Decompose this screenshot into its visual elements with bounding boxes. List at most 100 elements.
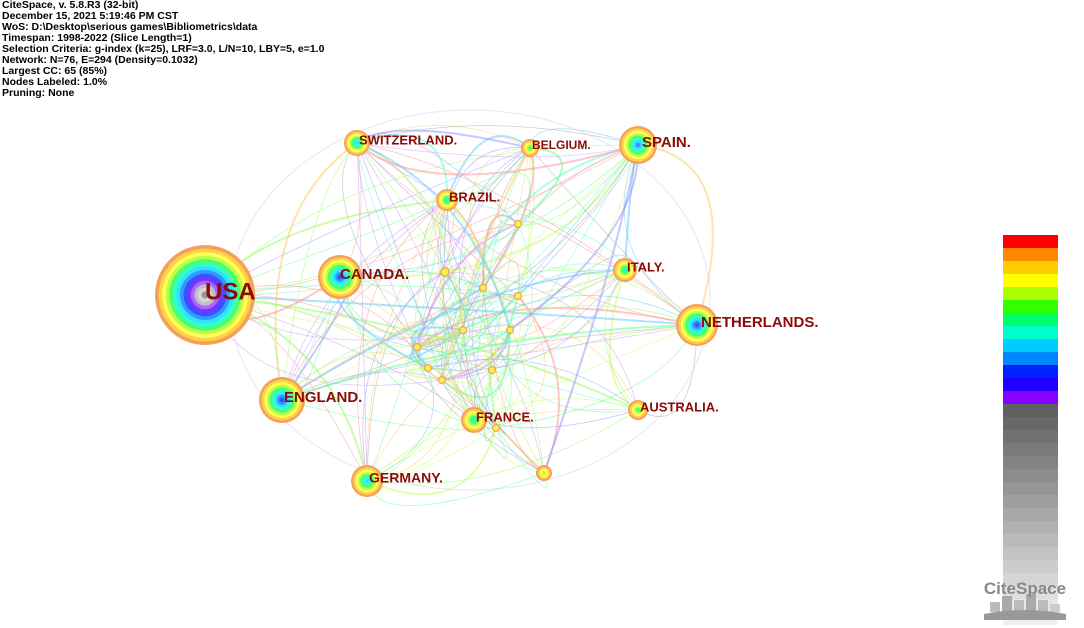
edge xyxy=(637,144,714,326)
edge xyxy=(470,147,531,289)
node-ring xyxy=(517,295,519,297)
edge xyxy=(354,141,448,201)
edge xyxy=(356,142,493,371)
nodes: USA CANADA. SWITZERLAND. BELGIUM. SPAIN. BRAZ… xyxy=(155,126,819,497)
edge xyxy=(441,379,507,435)
node-ring xyxy=(542,471,546,475)
edge xyxy=(441,379,503,429)
edge xyxy=(427,269,626,371)
edge xyxy=(357,199,448,482)
header-line: Timespan: 1998-2022 (Slice Length=1) xyxy=(2,32,192,44)
node-ring xyxy=(441,379,443,381)
edge xyxy=(462,269,626,332)
edge xyxy=(427,271,469,369)
node-ring xyxy=(364,478,370,484)
logo-bar xyxy=(1014,600,1024,612)
edge xyxy=(495,295,546,429)
edge xyxy=(482,287,639,413)
edge xyxy=(356,142,639,158)
header-line: Largest CC: 65 (85%) xyxy=(2,65,108,77)
edge xyxy=(446,199,626,271)
edge xyxy=(446,171,530,225)
logo-bar xyxy=(1038,600,1048,612)
edge xyxy=(204,294,698,326)
legend-swatch xyxy=(1003,235,1058,248)
node-label: NETHERLANDS. xyxy=(701,314,819,331)
node-ring xyxy=(443,270,447,274)
node-label: SWITZERLAND. xyxy=(359,132,457,147)
legend-swatch xyxy=(1003,365,1058,378)
legend-swatch xyxy=(1003,300,1058,313)
edge xyxy=(462,144,639,331)
edge xyxy=(482,147,535,289)
edge xyxy=(421,199,475,421)
edge xyxy=(462,295,698,331)
node-ring xyxy=(471,417,477,423)
legend-swatch xyxy=(1003,534,1058,547)
legend-swatch xyxy=(1003,391,1058,404)
node-ring xyxy=(416,346,418,348)
legend-swatch xyxy=(1003,274,1058,287)
edge xyxy=(495,324,698,429)
node-label: CANADA. xyxy=(340,266,409,283)
legend-swatch xyxy=(1003,443,1058,456)
edge xyxy=(410,329,464,373)
logo-book xyxy=(984,610,1066,620)
node-ring xyxy=(636,408,640,412)
edge xyxy=(356,142,418,348)
edge xyxy=(366,329,464,482)
edge xyxy=(281,142,358,401)
node-label: FRANCE. xyxy=(476,409,534,424)
node-ring xyxy=(445,198,449,202)
edge xyxy=(366,398,639,482)
legend-swatch xyxy=(1003,482,1058,495)
edge xyxy=(415,295,519,364)
node-ring xyxy=(517,223,519,225)
header-line: December 15, 2021 5:19:46 PM CST xyxy=(2,10,179,22)
node-label: ITALY. xyxy=(627,259,665,274)
edge xyxy=(473,147,535,421)
edge xyxy=(609,269,639,411)
edge xyxy=(473,223,533,421)
node-ring xyxy=(482,287,484,289)
edge xyxy=(495,409,639,429)
edge xyxy=(356,142,464,331)
edge xyxy=(339,144,639,279)
edge xyxy=(637,324,698,417)
edge xyxy=(356,142,475,421)
header: CiteSpace, v. 5.8.R3 (32-bit) December 15… xyxy=(2,0,324,99)
header-line: Nodes Labeled: 1.0% xyxy=(2,76,108,88)
edge xyxy=(443,147,531,273)
node-ring xyxy=(509,329,511,331)
legend-swatch xyxy=(1003,313,1058,326)
edge xyxy=(446,199,486,289)
node-ring xyxy=(491,369,493,371)
edge xyxy=(356,142,698,326)
legend-swatch xyxy=(1003,456,1058,469)
edge xyxy=(366,269,626,482)
edge xyxy=(444,266,698,326)
edge xyxy=(517,220,698,326)
node-ring xyxy=(495,427,497,429)
edge xyxy=(427,324,698,369)
node-label: AUSTRALIA. xyxy=(640,399,719,414)
edge xyxy=(444,271,497,429)
node-ring xyxy=(623,268,627,272)
node-ring xyxy=(355,141,359,145)
legend-swatch xyxy=(1003,508,1058,521)
edge xyxy=(281,223,519,401)
edge xyxy=(356,142,368,482)
header-line: WoS: D:\Desktop\serious games\Bibliometr… xyxy=(2,21,258,33)
edge xyxy=(204,294,698,339)
edge xyxy=(441,147,531,381)
node-ring xyxy=(528,146,532,150)
edge xyxy=(441,379,497,429)
edge xyxy=(356,125,639,146)
edge xyxy=(482,287,512,429)
logo: CiteSpace xyxy=(984,579,1066,620)
node-label: USA xyxy=(205,278,256,305)
logo-bar xyxy=(990,602,1000,612)
legend-swatch xyxy=(1003,326,1058,339)
edge xyxy=(462,144,639,331)
